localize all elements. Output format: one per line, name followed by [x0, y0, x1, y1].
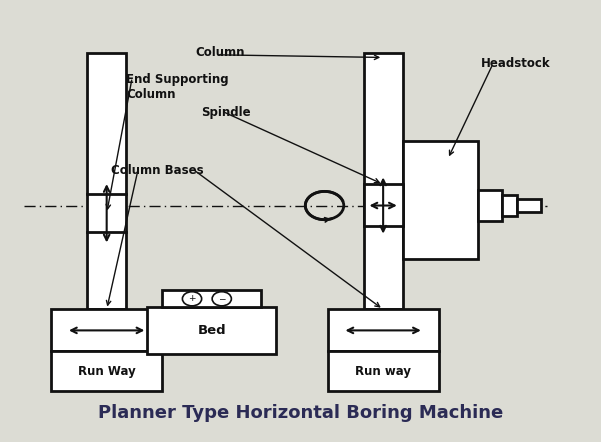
Bar [328, 309, 439, 351]
Bar [51, 309, 162, 351]
Text: Column: Column [195, 46, 245, 59]
Text: +: + [188, 294, 196, 303]
Text: Run Way: Run Way [78, 365, 136, 378]
Bar [87, 53, 126, 309]
Bar [328, 351, 439, 391]
Text: Headstock: Headstock [481, 57, 551, 70]
Bar [478, 190, 502, 221]
Text: −: − [218, 294, 225, 303]
Bar [51, 351, 162, 391]
Bar [162, 290, 261, 307]
Bar [403, 141, 478, 259]
Bar [502, 195, 517, 216]
Text: Planner Type Horizontal Boring Machine: Planner Type Horizontal Boring Machine [98, 404, 503, 422]
Bar [364, 184, 403, 226]
Bar [517, 199, 541, 212]
Text: Column Bases: Column Bases [111, 164, 204, 177]
Text: Spindle: Spindle [201, 106, 251, 119]
Text: End Supporting
Column: End Supporting Column [126, 73, 229, 101]
Bar [364, 53, 403, 309]
Bar [147, 307, 276, 354]
Text: Run way: Run way [355, 365, 411, 378]
Text: Bed: Bed [198, 324, 226, 337]
